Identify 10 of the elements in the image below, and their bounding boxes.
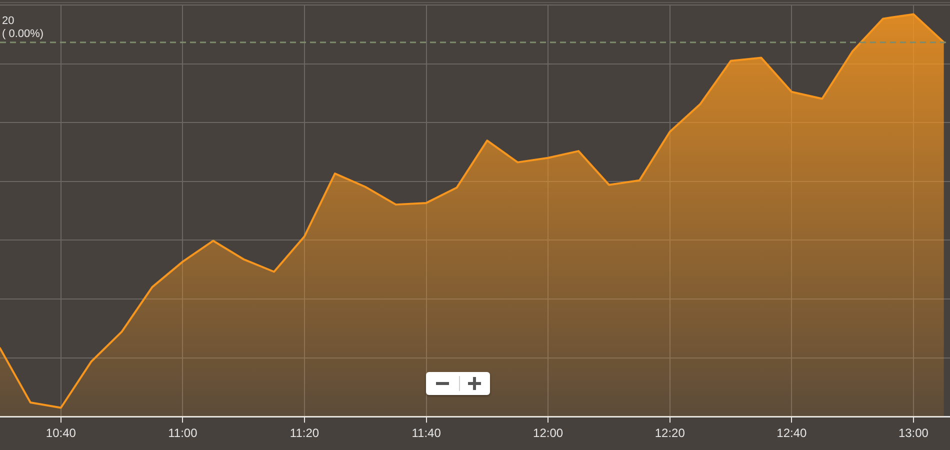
x-tick-label: 11:40 [412,426,442,440]
x-tick-label: 12:00 [533,426,564,440]
x-tick-label: 13:00 [898,426,929,440]
annotation: 20 [2,15,14,27]
x-tick-label: 11:20 [290,426,320,440]
x-tick-label: 12:40 [776,426,808,440]
annotation: ( 0.00%) [2,28,44,40]
x-tick-label: 12:20 [654,426,686,440]
x-tick-label: 11:00 [168,426,198,440]
x-tick-label: 10:40 [46,426,76,440]
